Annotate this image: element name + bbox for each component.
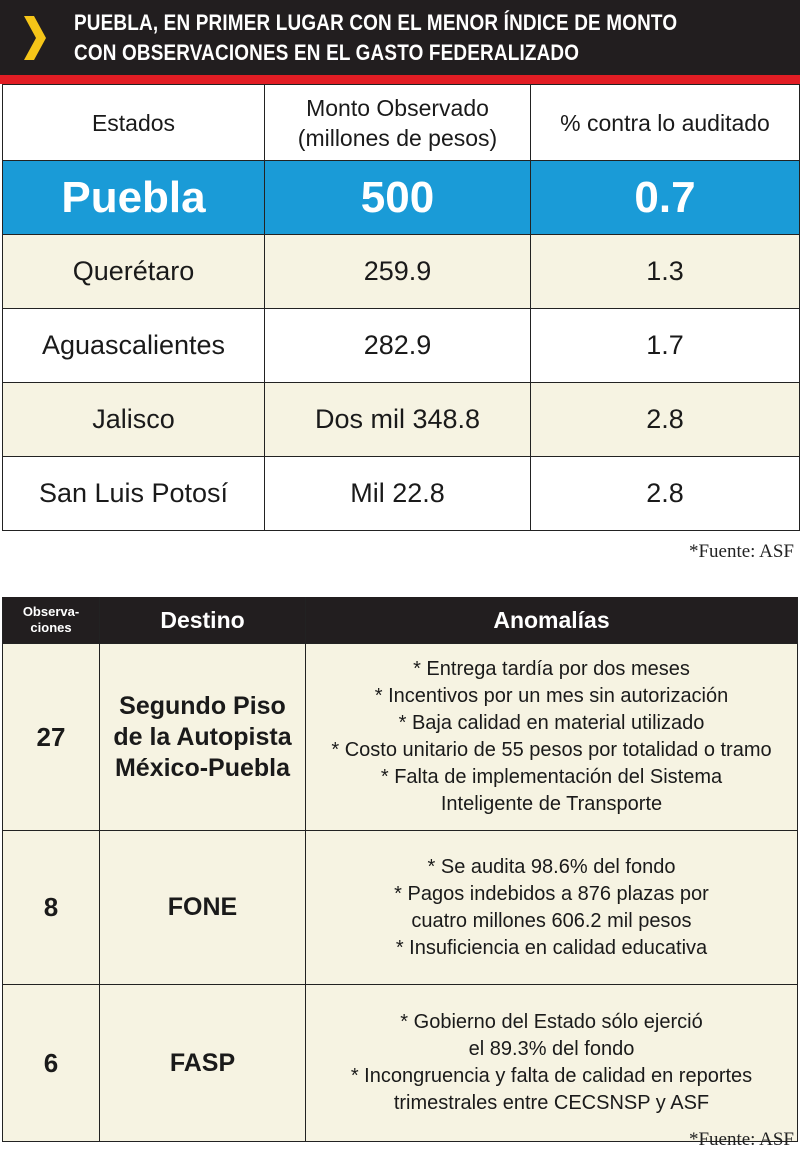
cell-monto: 500 [264, 160, 531, 235]
states-table: Estados Monto Observado (millones de pes… [2, 84, 800, 531]
cell-estado: Puebla [2, 160, 265, 235]
red-divider [0, 75, 800, 84]
cell-porcentaje: 1.7 [530, 308, 800, 383]
cell-monto: 282.9 [264, 308, 531, 383]
cell-monto: 259.9 [264, 234, 531, 309]
cell-anomalias: * Entrega tardía por dos meses * Incenti… [305, 643, 798, 831]
observations-table: Observa- ciones Destino Anomalías 27 Seg… [2, 597, 798, 1142]
cell-porcentaje: 2.8 [530, 456, 800, 531]
cell-destino: FASP [99, 984, 306, 1142]
cell-estado: Querétaro [2, 234, 265, 309]
table-row: Querétaro 259.9 1.3 [2, 234, 800, 309]
cell-monto: Dos mil 348.8 [264, 382, 531, 457]
anomalia-line: cuatro millones 606.2 mil pesos [411, 909, 692, 932]
destino-line: de la Autopista [113, 722, 292, 751]
destino-line: Segundo Piso [119, 691, 286, 720]
table-row: San Luis Potosí Mil 22.8 2.8 [2, 456, 800, 531]
title-line-2: CON OBSERVACIONES EN EL GASTO FEDERALIZA… [74, 40, 580, 65]
destino-line: México-Puebla [114, 753, 291, 782]
anomalia-line: * Pagos indebidos a 876 plazas por [394, 882, 709, 905]
anomalia-line: * Gobierno del Estado sólo ejerció [400, 1011, 703, 1033]
table-row: 6 FASP * Gobierno del Estado sólo ejerci… [2, 984, 798, 1142]
table-row: 8 FONE * Se audita 98.6% del fondo * Pag… [2, 830, 798, 985]
header-anomalias: Anomalías [305, 597, 798, 644]
header-observaciones: Observa- ciones [2, 597, 100, 644]
anomalia-line: el 89.3% del fondo [468, 1038, 635, 1060]
table-row-highlight: Puebla 500 0.7 [2, 160, 800, 235]
destino-line: FASP [169, 1048, 236, 1077]
anomalia-line: * Falta de implementación del Sistema [380, 766, 723, 788]
cell-estado: Aguascalientes [2, 308, 265, 383]
header-monto-line2: (millones de pesos) [297, 124, 498, 151]
table-row: Jalisco Dos mil 348.8 2.8 [2, 382, 800, 457]
anomalia-line: Inteligente de Transporte [440, 793, 663, 815]
cell-estado: Jalisco [2, 382, 265, 457]
cell-observaciones: 6 [2, 984, 100, 1142]
anomalia-line: * Incentivos por un mes sin autorización [374, 685, 729, 707]
table-row: Aguascalientes 282.9 1.7 [2, 308, 800, 383]
header-estados: Estados [2, 84, 265, 161]
source-note: *Fuente: ASF [688, 1129, 794, 1150]
header-porcentaje: % contra lo auditado [530, 84, 800, 161]
observations-table-header: Observa- ciones Destino Anomalías [2, 597, 798, 644]
anomalia-line: * Se audita 98.6% del fondo [427, 855, 676, 878]
anomalia-line: * Entrega tardía por dos meses [413, 658, 690, 680]
infographic-header: PUEBLA, EN PRIMER LUGAR CON EL MENOR ÍND… [0, 0, 800, 75]
cell-anomalias: * Gobierno del Estado sólo ejerció el 89… [305, 984, 798, 1142]
header-obs-line2: ciones [30, 620, 72, 635]
cell-destino: FONE [99, 830, 306, 985]
states-table-header: Estados Monto Observado (millones de pes… [2, 84, 800, 161]
cell-porcentaje: 1.3 [530, 234, 800, 309]
header-monto-line1: Monto Observado [306, 94, 489, 121]
source-note: *Fuente: ASF [688, 541, 794, 562]
cell-porcentaje: 0.7 [530, 160, 800, 235]
cell-destino: Segundo Piso de la Autopista México-Pueb… [99, 643, 306, 831]
cell-observaciones: 8 [2, 830, 100, 985]
header-destino: Destino [99, 597, 306, 644]
cell-porcentaje: 2.8 [530, 382, 800, 457]
table-row: 27 Segundo Piso de la Autopista México-P… [2, 643, 798, 831]
title-line-1: PUEBLA, EN PRIMER LUGAR CON EL MENOR ÍND… [74, 10, 678, 35]
anomalia-line: trimestrales entre CECSNSP y ASF [393, 1092, 710, 1114]
anomalia-line: * Incongruencia y falta de calidad en re… [350, 1065, 753, 1087]
destino-line: FONE [167, 893, 238, 921]
cell-observaciones: 27 [2, 643, 100, 831]
chevron-right-icon [24, 16, 46, 60]
cell-anomalias: * Se audita 98.6% del fondo * Pagos inde… [305, 830, 798, 985]
cell-estado: San Luis Potosí [2, 456, 265, 531]
anomalia-line: * Insuficiencia en calidad educativa [395, 936, 708, 959]
cell-monto: Mil 22.8 [264, 456, 531, 531]
anomalia-line: * Baja calidad en material utilizado [398, 712, 705, 734]
anomalia-line: * Costo unitario de 55 pesos por totalid… [331, 739, 772, 761]
header-obs-line1: Observa- [22, 604, 80, 619]
header-monto: Monto Observado (millones de pesos) [264, 84, 531, 161]
